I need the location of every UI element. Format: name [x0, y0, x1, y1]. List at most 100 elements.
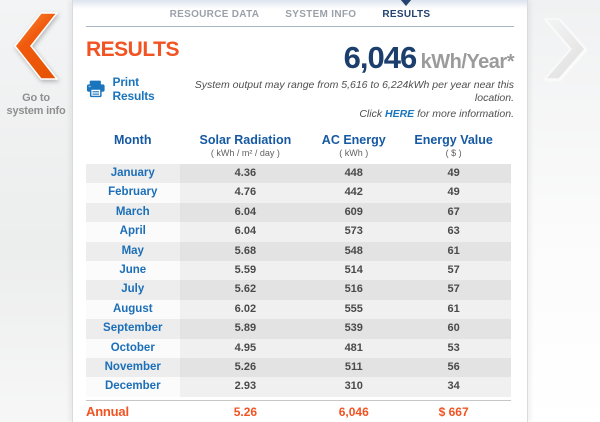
- solar-cell: 4.36: [179, 164, 312, 184]
- col-header-value-unit: ( $ ): [445, 148, 462, 158]
- col-header-month-label: Month: [114, 133, 152, 147]
- col-header-energy-value: Energy Value ( $ ): [396, 133, 511, 158]
- ac-cell: 511: [311, 357, 397, 378]
- month-cell: June: [86, 260, 180, 281]
- results-panel: RESOURCE DATA SYSTEM INFO RESULTS RESULT…: [72, 0, 528, 422]
- col-header-ac-label: AC Energy: [321, 133, 386, 147]
- solar-cell: 5.62: [179, 280, 312, 300]
- value-cell: 34: [396, 377, 511, 397]
- ac-cell: 573: [311, 222, 397, 242]
- printer-icon: [86, 80, 105, 98]
- annual-ac-value: 6,046: [338, 404, 369, 419]
- ac-cell: 481: [311, 338, 397, 358]
- ac-cell: 539: [311, 319, 397, 339]
- col-header-solar-label: Solar Radiation: [199, 133, 292, 147]
- active-tab-caret-icon: [400, 0, 413, 6]
- col-header-solar-unit: ( kWh / m² / day ): [210, 148, 280, 158]
- top-gradient: [73, 0, 527, 9]
- annual-row: Annual 5.26 6,046 $ 667: [86, 399, 511, 422]
- month-cell: September: [86, 319, 180, 339]
- value-cell: 53: [396, 338, 511, 358]
- col-header-value-label: Energy Value: [414, 133, 493, 147]
- table-row: April 6.04 573 63: [86, 222, 511, 242]
- annual-energy-value: $ 667: [438, 404, 469, 419]
- tab-results-label: RESULTS: [382, 9, 431, 20]
- solar-cell: 6.04: [179, 202, 312, 223]
- ac-cell: 609: [311, 202, 397, 223]
- back-arrow-icon[interactable]: [10, 12, 60, 82]
- solar-cell: 5.68: [179, 241, 312, 261]
- annual-output-unit: kWh/Year*: [420, 51, 515, 73]
- value-cell: 63: [396, 222, 511, 242]
- right-nav-rail: [528, 0, 600, 422]
- annual-label: Annual: [86, 403, 129, 419]
- value-cell: 61: [396, 299, 511, 320]
- annual-solar-value: 5.26: [233, 404, 258, 419]
- value-cell: 49: [396, 183, 511, 203]
- ac-cell: 310: [311, 377, 397, 397]
- annual-output-value: 6,046: [343, 40, 418, 75]
- month-cell: August: [86, 299, 180, 320]
- more-info-suffix: for more information.: [414, 108, 514, 120]
- monthly-results-table: Month Solar Radiation ( kWh / m² / day )…: [86, 130, 511, 422]
- goto-system-info-label[interactable]: Go to system info: [0, 92, 72, 118]
- table-row: August 6.02 555 61: [86, 299, 511, 320]
- forward-arrow-icon[interactable]: [542, 18, 588, 82]
- ac-cell: 442: [311, 183, 397, 203]
- table-row: May 5.68 548 61: [86, 241, 511, 261]
- col-header-ac-energy: AC Energy ( kWh ): [311, 133, 396, 158]
- tab-resource-data[interactable]: RESOURCE DATA: [169, 9, 260, 20]
- solar-cell: 5.26: [179, 357, 312, 378]
- more-info-note: Click HERE for more information.: [179, 108, 514, 121]
- ac-cell: 448: [311, 164, 397, 184]
- month-cell: March: [86, 202, 180, 223]
- value-cell: 57: [396, 260, 511, 281]
- ac-cell: 514: [311, 260, 397, 281]
- table-row: October 4.95 481 53: [86, 338, 511, 358]
- solar-cell: 6.04: [179, 222, 312, 242]
- output-range-note: System output may range from 5,616 to 6,…: [194, 79, 514, 104]
- solar-cell: 4.76: [179, 183, 312, 203]
- left-nav-rail: Go to system info: [0, 0, 72, 422]
- solar-cell: 6.02: [179, 299, 312, 320]
- ac-cell: 516: [311, 280, 397, 300]
- value-cell: 61: [396, 241, 511, 261]
- col-header-month: Month: [86, 133, 180, 158]
- value-cell: 60: [396, 319, 511, 339]
- table-body: January 4.36 448 49 February 4.76 442 49 March…: [86, 164, 511, 397]
- here-link[interactable]: HERE: [385, 108, 415, 120]
- table-row: June 5.59 514 57: [86, 260, 511, 281]
- table-row: March 6.04 609 67: [86, 202, 511, 223]
- month-cell: February: [86, 183, 180, 203]
- step-tabs: RESOURCE DATA SYSTEM INFO RESULTS: [73, 0, 527, 26]
- tab-results[interactable]: RESULTS: [382, 0, 431, 20]
- table-row: February 4.76 442 49: [86, 183, 511, 203]
- month-cell: December: [86, 377, 180, 397]
- print-results-label: Print Results: [112, 75, 155, 103]
- value-cell: 67: [396, 202, 511, 223]
- month-cell: January: [86, 164, 180, 184]
- tabs-divider: [86, 26, 514, 27]
- page-title: RESULTS: [86, 38, 179, 61]
- tab-system-info[interactable]: SYSTEM INFO: [285, 9, 357, 20]
- table-row: January 4.36 448 49: [86, 164, 511, 184]
- value-cell: 56: [396, 357, 511, 378]
- month-cell: October: [86, 338, 180, 358]
- more-info-prefix: Click: [359, 108, 386, 120]
- goto-line1: Go to: [22, 92, 50, 104]
- solar-cell: 2.93: [179, 377, 312, 397]
- print-results-button[interactable]: Print Results: [86, 75, 179, 103]
- col-header-ac-unit: ( kWh ): [339, 148, 369, 158]
- table-row: September 5.89 539 60: [86, 319, 511, 339]
- col-header-solar-radiation: Solar Radiation ( kWh / m² / day ): [180, 133, 312, 158]
- goto-line2: system info: [6, 105, 66, 117]
- month-cell: November: [86, 357, 180, 378]
- table-row: December 2.93 310 34: [86, 377, 511, 397]
- month-cell: April: [86, 222, 180, 242]
- solar-cell: 4.95: [179, 338, 312, 358]
- ac-cell: 548: [311, 241, 397, 261]
- month-cell: July: [86, 280, 180, 300]
- results-header: RESULTS Print Results 6,046 kWh/Year* Sy…: [73, 27, 527, 121]
- solar-cell: 5.59: [179, 260, 312, 281]
- solar-cell: 5.89: [179, 319, 312, 339]
